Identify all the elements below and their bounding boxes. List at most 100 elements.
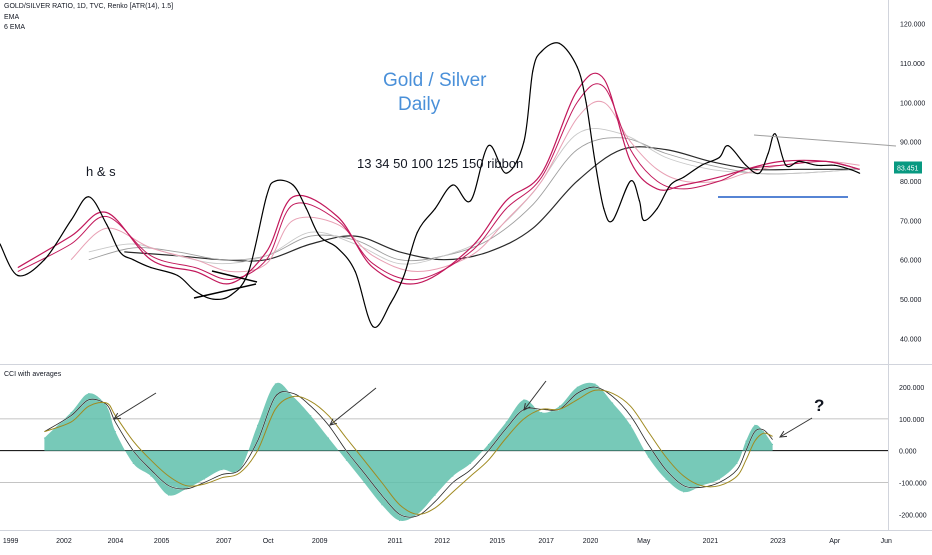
price-point [745,164,747,166]
price-point [212,298,214,300]
price-point [265,196,267,198]
price-point [816,164,818,166]
price-point [336,247,339,249]
price-point [416,231,418,233]
ema-100-line [88,128,860,265]
price-point [585,101,587,103]
price-point [532,70,534,72]
current-price-badge [894,161,922,174]
price-point [558,42,561,45]
price-point [683,176,685,178]
price-point [470,200,472,202]
price-tick-label: 110.000 [900,61,925,68]
cci-tick-label: 200.000 [899,385,924,392]
cci-point [736,462,738,464]
cci-point [221,469,223,471]
cci-tick-label: 0.000 [899,449,917,456]
price-point [372,326,374,328]
cci-point [132,462,134,464]
price-point [390,302,392,304]
time-tick-label: Jun [881,538,892,545]
time-tick-label: 2012 [434,538,450,545]
cci-point [718,478,720,480]
price-point [858,172,861,174]
ema-150-line [124,146,860,262]
arrow-2023-head [779,430,788,438]
cci-point [505,421,507,423]
cci-point [683,491,685,493]
annotation-layer [113,134,897,438]
price-point [541,50,543,52]
price-tick-label: 90.000 [900,140,922,147]
symbol-legend[interactable]: GOLD/SILVER RATIO, 1D, TVC, Renko [ATR(1… [4,3,174,10]
price-point [638,200,640,202]
price-point [603,208,605,210]
price-point [434,208,436,210]
price-tick-label: 50.000 [900,297,922,304]
price-point [403,274,405,277]
time-tick-label: 2015 [489,538,505,545]
hs-note: h & s [86,164,116,179]
time-tick-label: 2009 [312,538,328,545]
cci-point [257,424,259,426]
price-line [0,42,860,329]
price-point [292,184,294,186]
six-ema-legend[interactable]: 6 EMA [4,24,26,31]
cci-point [363,481,365,483]
time-tick-label: 1999 [3,538,19,545]
arrow-2004 [113,392,157,420]
cci-point [745,440,747,442]
price-tick-label: 70.000 [900,218,922,225]
cci-point [150,475,152,477]
price-point [629,180,632,182]
cci-point [665,478,667,480]
cci-point [114,431,116,433]
price-point [834,164,836,166]
cci-legend[interactable]: CCI with averages [4,371,62,378]
price-tick-label: 40.000 [900,336,922,343]
price-point [248,270,250,273]
cci-point [754,424,756,426]
price-point [767,152,769,155]
ema-13-line [17,72,860,285]
price-point [319,235,321,237]
ema-34-line [17,83,860,281]
price-point [656,208,658,210]
time-tick-label: Oct [263,538,274,545]
cci-slow-average-line [44,389,773,515]
price-point [43,259,46,261]
price-point [774,133,776,135]
price-tick-label: 80.000 [900,179,922,186]
cci-point [576,386,578,388]
cci-point [541,412,543,414]
cci-tick-label: -100.000 [899,480,927,487]
cci-point [470,462,472,464]
price-point [505,172,507,174]
cci-fast-average-outline [44,386,773,518]
price-point [643,219,645,221]
price-point [798,160,800,162]
arrow-2004-head [113,412,122,420]
upper-trendline [211,270,258,283]
price-point [105,223,108,225]
cci-point [106,405,108,407]
price-point [177,274,179,277]
price-tick-label: 120.000 [900,22,925,29]
time-tick-label: 2021 [703,538,719,545]
price-point [576,66,578,68]
arrow-2015-head [523,403,531,411]
price-point [132,259,134,261]
price-point [718,156,720,159]
time-tick-label: 2023 [770,538,786,545]
price-point [230,294,232,296]
time-tick-label: 2005 [154,538,170,545]
cci-point [381,504,383,506]
ema-legend[interactable]: EMA [4,14,20,21]
price-point [669,184,672,186]
time-tick-label: 2004 [108,538,124,545]
price-point [274,180,276,182]
ema-50-line [70,100,860,273]
price-point [150,267,152,269]
